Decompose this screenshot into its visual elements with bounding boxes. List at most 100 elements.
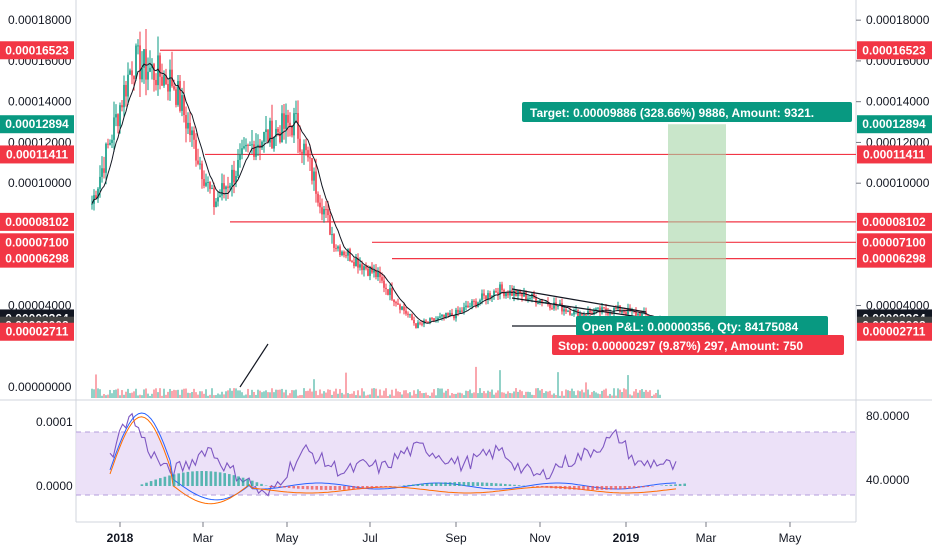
- candle-body: [265, 129, 267, 132]
- volume-bar: [263, 391, 265, 398]
- volume-bar: [269, 392, 271, 398]
- volume-bar: [365, 396, 367, 398]
- candle-body: [191, 130, 193, 135]
- candle-body: [469, 306, 471, 307]
- candle-body: [305, 144, 307, 150]
- candle-body: [181, 95, 183, 111]
- volume-bar: [305, 391, 307, 398]
- volume-bar: [127, 389, 129, 398]
- candle-body: [185, 115, 187, 129]
- left-price-tick: 0.00000000: [8, 380, 72, 394]
- volume-bar: [547, 392, 549, 398]
- candle-body: [253, 144, 255, 157]
- histogram-bar: [550, 486, 553, 488]
- volume-bar: [191, 392, 193, 398]
- volume-bar: [657, 390, 659, 398]
- histogram-bar: [665, 485, 668, 486]
- histogram-bar: [509, 484, 512, 486]
- volume-bar: [509, 393, 511, 398]
- candle-body: [567, 311, 569, 312]
- volume-bar: [273, 392, 275, 398]
- candle-body: [339, 246, 341, 255]
- time-label: May: [276, 531, 299, 545]
- time-label: Jul: [362, 531, 377, 545]
- volume-bar: [595, 392, 597, 398]
- volume-bar: [425, 393, 427, 398]
- volume-bar: [481, 393, 483, 398]
- volume-bar: [615, 396, 617, 398]
- histogram-bar: [564, 486, 567, 489]
- volume-bar: [141, 395, 143, 398]
- volume-bar: [469, 390, 471, 398]
- volume-bar: [397, 391, 399, 398]
- volume-bar: [455, 394, 457, 398]
- volume-bar: [175, 390, 177, 398]
- volume-bar: [169, 389, 171, 398]
- volume-bar: [553, 393, 555, 398]
- candle-body: [119, 105, 121, 126]
- candle-body: [327, 209, 329, 215]
- volume-bar: [525, 392, 527, 398]
- position-zone[interactable]: [668, 124, 726, 332]
- volume-bar: [619, 390, 621, 398]
- volume-bar: [173, 390, 175, 398]
- target-zone[interactable]: [668, 124, 726, 325]
- candle-body: [183, 95, 185, 115]
- histogram-bar: [449, 482, 452, 486]
- histogram-bar: [357, 486, 360, 489]
- volume-bar: [647, 392, 649, 398]
- volume-bar: [241, 392, 243, 398]
- candle-body: [225, 187, 227, 190]
- volume-bar: [537, 388, 539, 398]
- candle-body: [281, 113, 283, 142]
- candle-body: [271, 121, 273, 149]
- histogram-bar: [472, 482, 475, 486]
- left-level-label: 0.00007100: [5, 235, 69, 249]
- candle-body: [113, 117, 115, 139]
- candle-body: [319, 203, 321, 208]
- indicator-right-tick: 40.0000: [866, 473, 910, 487]
- volume-bar: [255, 395, 257, 398]
- volume-bar: [639, 390, 641, 398]
- volume-bar: [463, 395, 465, 398]
- volume-bar: [575, 395, 577, 398]
- candle-body: [115, 114, 117, 117]
- candle-body: [549, 304, 551, 308]
- volume-bar: [221, 392, 223, 398]
- volume-bar: [357, 390, 359, 398]
- volume-bar: [95, 374, 97, 398]
- histogram-bar: [228, 474, 231, 486]
- volume-bar: [301, 395, 303, 398]
- candle-body: [201, 164, 203, 179]
- histogram-bar: [173, 474, 176, 486]
- volume-bar: [523, 395, 525, 398]
- candle-body: [309, 157, 311, 158]
- histogram-bar: [545, 486, 548, 488]
- candle-body: [421, 324, 423, 325]
- histogram-bar: [334, 486, 337, 490]
- candle-body: [383, 281, 385, 288]
- volume-bar: [421, 393, 423, 398]
- volume-bar: [217, 393, 219, 398]
- histogram-bar: [366, 486, 369, 489]
- candle-body: [583, 314, 585, 315]
- candle-body: [511, 290, 513, 295]
- volume-bar: [427, 395, 429, 398]
- candle-body: [289, 123, 291, 126]
- candle-body: [213, 188, 215, 207]
- left-level-label: 0.00012894: [5, 117, 69, 131]
- candle-body: [197, 161, 199, 164]
- candle-body: [287, 115, 289, 123]
- candle-body: [621, 312, 623, 313]
- histogram-bar: [683, 484, 686, 486]
- histogram-bar: [177, 473, 180, 486]
- candle-body: [103, 168, 105, 173]
- candle-body: [395, 302, 397, 303]
- volume-bar: [539, 390, 541, 398]
- pnl-label-text: Open P&L: 0.00000356, Qty: 84175084: [582, 320, 798, 334]
- candle-body: [249, 145, 251, 146]
- volume-bar: [239, 390, 241, 398]
- volume-bar: [351, 394, 353, 398]
- volume-bar: [347, 393, 349, 398]
